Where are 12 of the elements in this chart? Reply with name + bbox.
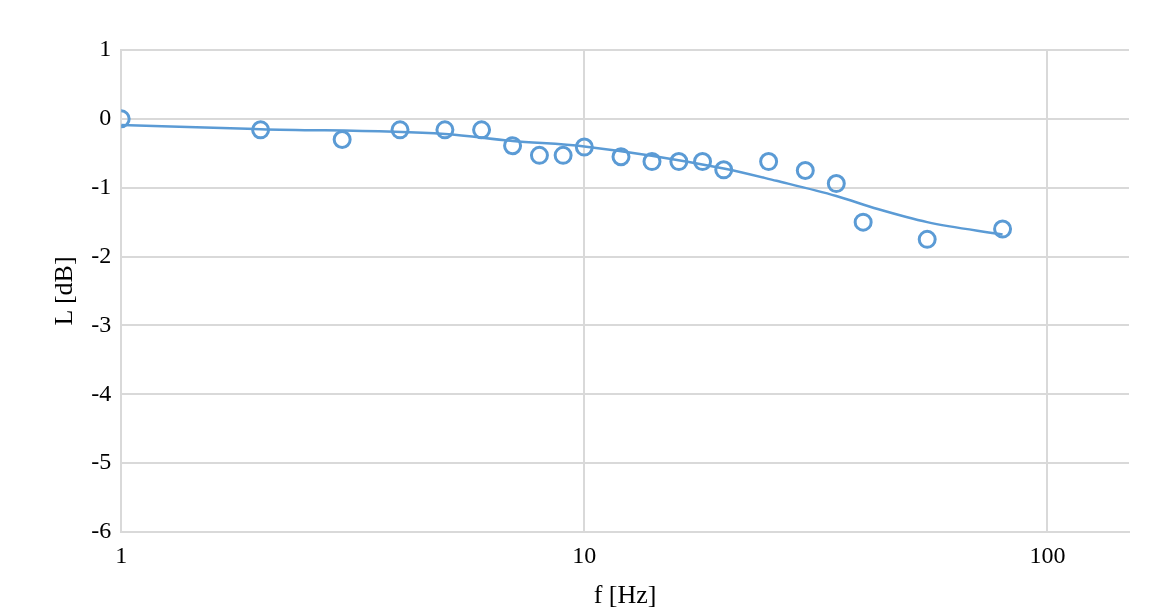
x-tick-label: 100 [1029, 541, 1066, 568]
y-tick-label: -4 [91, 379, 112, 406]
y-tick-label: -5 [91, 448, 112, 475]
y-tick-label: 0 [99, 104, 112, 131]
x-axis-title: f [Hz] [593, 580, 657, 610]
y-tick-label: -2 [91, 241, 112, 268]
y-tick-label: -6 [91, 517, 112, 544]
y-axis-title: L [dB] [49, 256, 79, 326]
y-tick-label: -1 [91, 173, 112, 200]
y-tick-label: -3 [91, 310, 112, 337]
y-tick-label: 1 [99, 35, 112, 62]
x-tick-label: 10 [572, 541, 597, 568]
